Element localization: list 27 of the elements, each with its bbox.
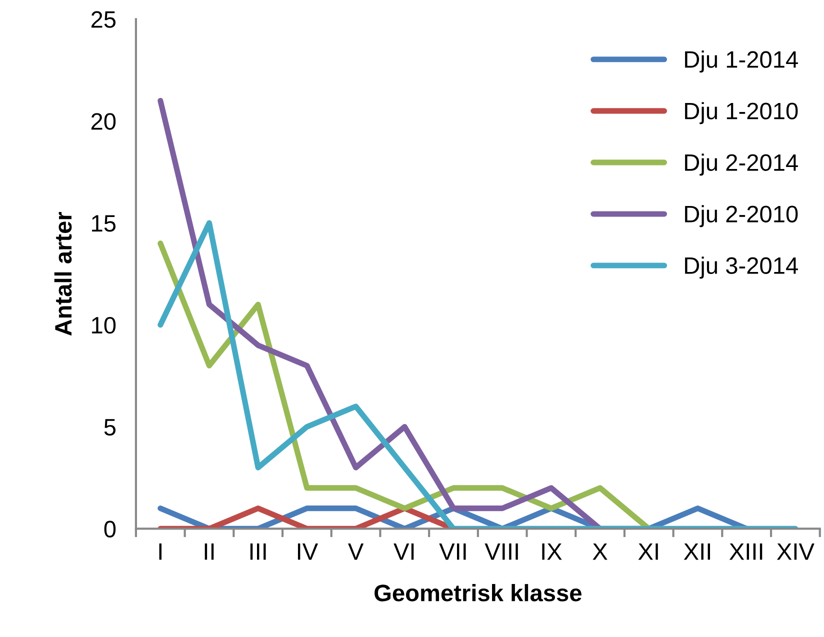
x-tick-label: XIII: [729, 543, 762, 560]
y-tick-label: 0: [104, 520, 116, 538]
legend-label: Dju 3-2014: [685, 256, 798, 279]
x-tick-label: IV: [298, 543, 318, 560]
x-tick-label: X: [592, 543, 608, 560]
x-tick-label: VII: [439, 543, 466, 560]
x-tick-label: VIII: [484, 543, 518, 560]
legend-label: Dju 1-2010: [685, 102, 798, 124]
x-tick-label: XI: [638, 543, 658, 560]
y-axis-title: Antall arter: [54, 212, 72, 336]
x-tick-label: IX: [542, 543, 562, 560]
x-tick-label: III: [250, 543, 266, 560]
legend-label: Dju 2-2014: [685, 154, 798, 176]
x-tick-label: II: [204, 543, 214, 560]
y-tick-label: 10: [92, 316, 116, 334]
x-tick-label: I: [159, 543, 162, 560]
y-tick-label: 5: [104, 419, 116, 436]
x-tick-label: XIV: [776, 543, 814, 560]
legend-label: Dju 2-2010: [685, 205, 798, 228]
x-axis-title: Geometrisk klasse: [374, 584, 582, 602]
legend-label: Dju 1-2014: [685, 50, 798, 73]
x-tick-label: VI: [394, 543, 414, 560]
x-tick-label: V: [348, 543, 364, 560]
y-tick-label: 20: [91, 113, 116, 130]
x-tick-label: XII: [684, 543, 710, 560]
y-tick-label: 25: [91, 11, 116, 28]
y-tick-label: 15: [92, 215, 116, 232]
